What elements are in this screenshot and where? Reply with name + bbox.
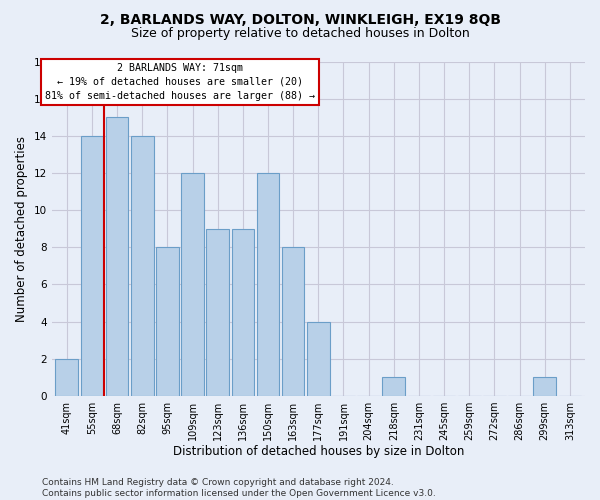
Text: 2 BARLANDS WAY: 71sqm
← 19% of detached houses are smaller (20)
81% of semi-deta: 2 BARLANDS WAY: 71sqm ← 19% of detached …	[45, 63, 315, 101]
Bar	[382, 378, 405, 396]
Text: 2, BARLANDS WAY, DOLTON, WINKLEIGH, EX19 8QB: 2, BARLANDS WAY, DOLTON, WINKLEIGH, EX19…	[100, 12, 500, 26]
Y-axis label: Number of detached properties: Number of detached properties	[15, 136, 28, 322]
Text: Size of property relative to detached houses in Dolton: Size of property relative to detached ho…	[131, 28, 469, 40]
Bar	[232, 228, 254, 396]
Bar	[55, 359, 78, 396]
Bar	[80, 136, 103, 396]
Bar	[282, 248, 304, 396]
Text: Contains HM Land Registry data © Crown copyright and database right 2024.
Contai: Contains HM Land Registry data © Crown c…	[42, 478, 436, 498]
Bar	[257, 173, 280, 396]
Bar	[106, 117, 128, 396]
Bar	[156, 248, 179, 396]
Bar	[307, 322, 329, 396]
Bar	[131, 136, 154, 396]
Bar	[533, 378, 556, 396]
X-axis label: Distribution of detached houses by size in Dolton: Distribution of detached houses by size …	[173, 444, 464, 458]
Bar	[206, 228, 229, 396]
Bar	[181, 173, 204, 396]
